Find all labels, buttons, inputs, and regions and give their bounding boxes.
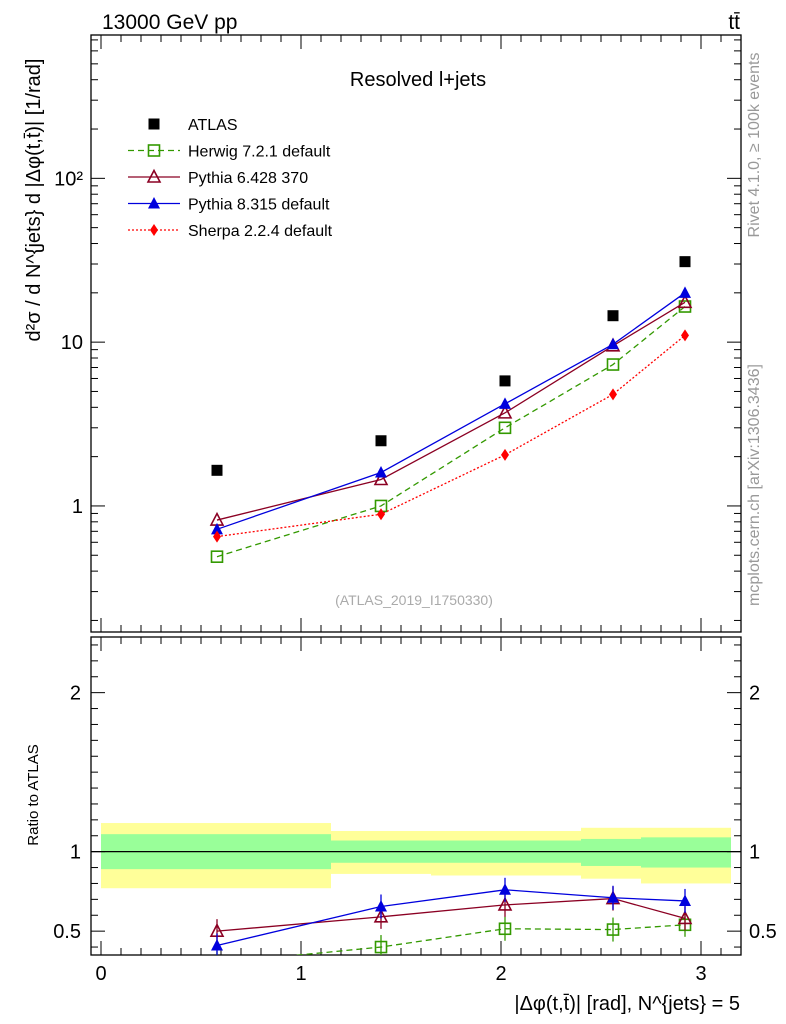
- series-line-2: [216, 301, 686, 521]
- data-point: [499, 375, 511, 387]
- ratio-data-point: [607, 891, 619, 903]
- data-point: [375, 435, 387, 447]
- main-panel: 1 10 10²: [54, 34, 742, 633]
- data-point: [498, 421, 512, 435]
- data-point: [213, 530, 221, 543]
- mcplots-label: mcplots.cern.ch [arXiv:1306.3436]: [746, 364, 763, 606]
- ratio-ytick-label-right: 2: [749, 683, 760, 705]
- main-ytick-label: 10²: [54, 168, 83, 190]
- plot-frame: [90, 34, 742, 633]
- ratio-data-point: [606, 923, 620, 936]
- data-point: [501, 448, 509, 461]
- legend-label: Pythia 6.428 370: [188, 170, 308, 187]
- ratio-data-point: [498, 922, 512, 936]
- data-point: [373, 471, 389, 486]
- legend-label: Pythia 8.315 default: [188, 197, 330, 214]
- ratio-data-point: [679, 894, 691, 906]
- data-point: [681, 329, 689, 342]
- ratio-ytick-label-left: 2: [70, 683, 81, 705]
- data-point: [677, 294, 693, 309]
- data-point: [679, 286, 691, 298]
- analysis-tag: (ATLAS_2019_I1750330): [335, 592, 493, 608]
- data-point: [606, 358, 620, 371]
- ratio-data-point: [375, 900, 387, 912]
- ratio-data-point: [373, 908, 389, 923]
- legend-label: Sherpa 2.2.4 default: [188, 223, 333, 240]
- legend-marker: [150, 224, 158, 236]
- data-point: [377, 508, 385, 521]
- data-point: [679, 256, 691, 268]
- uncertainty-band-inner: [581, 838, 641, 866]
- ratio-data-point: [499, 883, 511, 895]
- series-line-4: [216, 334, 686, 538]
- ratio-panel: 0.5 0.5 1 1 2 2 0 1 2 3: [53, 636, 777, 985]
- ratio-data-point: [212, 957, 223, 968]
- legend-marker: [146, 168, 162, 183]
- main-title: Resolved l+jets: [350, 69, 486, 91]
- header-left: 13000 GeV pp: [102, 11, 237, 34]
- data-point: [607, 310, 619, 322]
- rivet-label: Rivet 4.1.0, ≥ 100k events: [746, 53, 763, 238]
- main-ytick-label: 1: [72, 496, 83, 518]
- ratio-series-line-0: [292, 924, 686, 955]
- header-right: tt̄: [728, 11, 740, 34]
- legend: ATLAS Herwig 7.2.1 default Pythia 6.428 37…: [128, 117, 333, 240]
- ratio-data-point: [211, 938, 223, 951]
- xtick-label: 1: [295, 963, 306, 985]
- ratio-ytick-label-right: 0.5: [749, 921, 777, 943]
- ratio-data-point: [497, 896, 513, 911]
- ratio-xlabel: |Δφ(t,t̄)| [rad], N^{jets} = 5: [514, 993, 740, 1015]
- xtick-label: 3: [695, 963, 706, 985]
- ratio-ytick-label-left: 1: [70, 842, 81, 864]
- data-point: [375, 466, 387, 478]
- data-point: [211, 464, 223, 476]
- legend-label: Herwig 7.2.1 default: [188, 144, 331, 161]
- ratio-data-point: [677, 910, 693, 925]
- uncertainty-band-inner: [641, 837, 731, 868]
- main-ytick-label: 10: [61, 332, 83, 354]
- data-point: [210, 550, 224, 563]
- plot-frame: [90, 636, 742, 956]
- main-ylabel: d²σ / d N^{jets} d |Δφ(t,t̄)| [1/rad]: [23, 59, 45, 342]
- ratio-series-group: [209, 877, 693, 968]
- ratio-ytick-label-left: 0.5: [53, 921, 81, 943]
- series-line-1: [216, 306, 686, 558]
- xtick-label: 0: [95, 963, 106, 985]
- data-point: [211, 522, 223, 535]
- data-point: [497, 404, 513, 419]
- legend-marker: [147, 144, 161, 157]
- series-line-3: [216, 292, 686, 530]
- data-point: [609, 388, 617, 401]
- xtick-label: 2: [495, 963, 506, 985]
- ratio-data-point: [374, 940, 388, 954]
- ratio-ytick-label-right: 1: [749, 842, 760, 864]
- legend-label: ATLAS: [188, 117, 238, 134]
- legend-marker: [148, 197, 160, 209]
- legend-marker: [148, 118, 160, 130]
- ratio-ylabel: Ratio to ATLAS: [25, 744, 42, 845]
- data-point: [499, 397, 511, 409]
- data-point: [607, 337, 619, 350]
